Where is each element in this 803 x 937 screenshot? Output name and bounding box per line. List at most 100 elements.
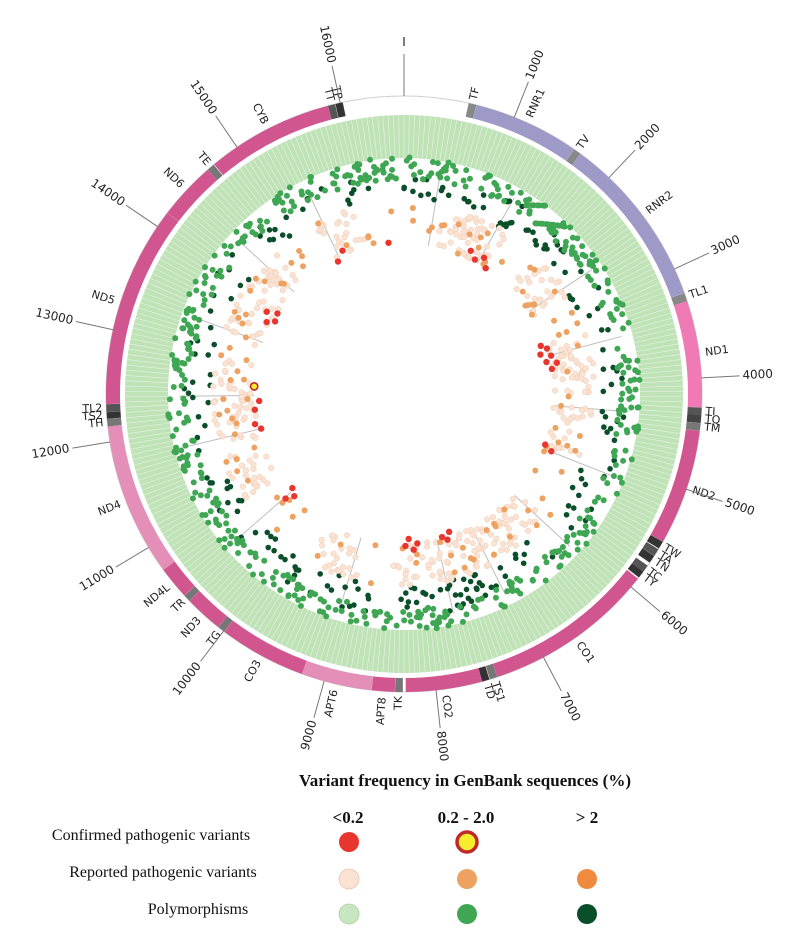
reported-low-dot <box>566 428 573 435</box>
poly-mid-dot <box>257 217 264 224</box>
poly-high-dot <box>346 603 353 610</box>
poly-mid-dot <box>576 515 583 522</box>
gene-label-tf: TF <box>466 86 482 103</box>
tick-label-9000: 9000 <box>298 719 320 752</box>
poly-mid-dot <box>417 169 424 176</box>
reported-low-dot <box>227 453 234 460</box>
reported-low-dot <box>566 347 574 354</box>
gene-label-tp: TP <box>329 84 345 101</box>
poly-mid-dot <box>241 233 248 240</box>
gene-label-co1: CO1 <box>573 639 597 666</box>
poly-mid-dot <box>184 452 191 459</box>
poly-high-dot <box>234 508 241 515</box>
poly-mid-dot <box>207 508 214 515</box>
reported-mid-dot <box>278 280 285 287</box>
reported-low-dot <box>211 417 218 424</box>
poly-mid-dot <box>269 574 276 581</box>
poly-high-dot <box>563 511 570 518</box>
reported-low-dot <box>356 236 364 243</box>
reported-mid-dot <box>413 551 420 558</box>
gene-label-co2: CO2 <box>439 694 455 719</box>
poly-mid-dot <box>451 181 458 188</box>
poly-high-dot <box>204 475 210 481</box>
poly-high-dot <box>190 394 196 401</box>
poly-mid-dot <box>445 622 452 629</box>
reported-low-dot <box>448 574 455 581</box>
reported-low-dot <box>437 575 444 582</box>
confirmed-low-dot <box>334 258 342 265</box>
poly-mid-dot <box>604 277 611 284</box>
poly-high-dot <box>570 505 577 511</box>
reported-low-dot <box>248 310 255 318</box>
reported-low-dot <box>567 353 574 360</box>
poly-mid-dot <box>171 362 178 369</box>
tick-15000 <box>215 115 238 148</box>
poly-mid-dot <box>526 208 533 215</box>
poly-mid-dot <box>334 186 341 193</box>
reported-low-dot <box>455 535 462 542</box>
reported-mid-dot <box>409 205 416 212</box>
radial-guide <box>543 448 614 477</box>
poly-mid-dot <box>382 160 389 167</box>
poly-mid-dot <box>636 376 643 383</box>
reported-low-dot <box>256 473 263 480</box>
poly-high-dot <box>268 533 274 540</box>
poly-high-dot <box>601 424 607 430</box>
poly-high-dot <box>470 204 477 210</box>
poly-high-dot <box>355 586 361 592</box>
poly-high-dot <box>224 478 231 485</box>
reported-mid-dot <box>558 468 565 475</box>
reported-mid-dot <box>244 477 251 484</box>
poly-mid-dot <box>277 587 284 594</box>
reported-mid-dot <box>413 559 420 566</box>
gene-label-co3: CO3 <box>241 658 264 685</box>
confirmed-low-dot <box>467 247 474 254</box>
poly-high-dot <box>452 592 459 598</box>
poly-mid-dot <box>558 553 565 560</box>
poly-mid-dot <box>283 192 290 199</box>
tick-9000 <box>313 680 325 718</box>
poly-high-dot <box>600 366 607 373</box>
poly-mid-dot <box>336 597 343 604</box>
poly-mid-dot <box>258 571 265 578</box>
poly-high-dot <box>401 185 407 192</box>
poly-mid-dot <box>181 467 188 474</box>
poly-mid-dot <box>205 519 212 526</box>
reported-low-dot <box>292 277 299 284</box>
reported-mid-dot <box>234 368 241 375</box>
poly-mid-dot <box>498 601 505 608</box>
poly-mid-dot <box>209 266 216 273</box>
poly-mid-dot <box>618 396 625 403</box>
poly-mid-dot <box>593 267 600 274</box>
poly-mid-dot <box>176 410 183 417</box>
reported-low-dot <box>211 398 218 406</box>
tick-label-13000: 13000 <box>34 305 74 327</box>
poly-mid-dot <box>185 356 192 363</box>
poly-high-dot <box>225 499 231 506</box>
reported-low-dot <box>340 563 347 571</box>
poly-mid-dot <box>348 611 355 618</box>
poly-high-dot <box>463 586 470 593</box>
poly-mid-dot <box>436 614 443 621</box>
gene-label-tl2: TL2 <box>81 401 102 415</box>
reported-low-dot <box>350 213 357 220</box>
poly-mid-dot <box>176 455 183 462</box>
reported-low-dot <box>390 562 397 569</box>
poly-high-dot <box>365 595 372 602</box>
poly-high-dot <box>293 566 300 573</box>
reported-low-dot <box>229 315 236 322</box>
poly-mid-dot <box>194 451 201 458</box>
poly-high-dot <box>272 536 279 542</box>
poly-mid-dot <box>613 296 620 303</box>
poly-high-dot <box>229 252 236 258</box>
poly-mid-dot <box>233 228 240 235</box>
poly-high-dot <box>607 425 614 432</box>
poly-mid-dot <box>618 301 625 308</box>
poly-mid-dot <box>615 407 622 414</box>
poly-high-dot <box>224 485 231 492</box>
poly-mid-dot <box>252 554 259 561</box>
poly-high-dot <box>525 227 532 233</box>
poly-high-dot <box>342 584 348 590</box>
poly-mid-dot <box>181 419 188 426</box>
radial-guide <box>339 537 362 610</box>
